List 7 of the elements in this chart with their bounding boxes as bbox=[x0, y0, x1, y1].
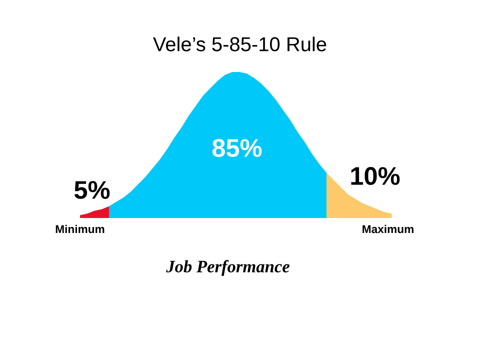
annotation: 5% bbox=[74, 181, 110, 199]
x-axis-title: Job Performance bbox=[166, 260, 290, 276]
text: Maximum bbox=[362, 224, 414, 234]
text: Minimum bbox=[56, 224, 104, 234]
annotation: 10% bbox=[351, 167, 400, 185]
chart-title: Vele’s 5-85-10 Rule bbox=[152, 36, 326, 52]
annotation: 85% bbox=[212, 139, 262, 157]
